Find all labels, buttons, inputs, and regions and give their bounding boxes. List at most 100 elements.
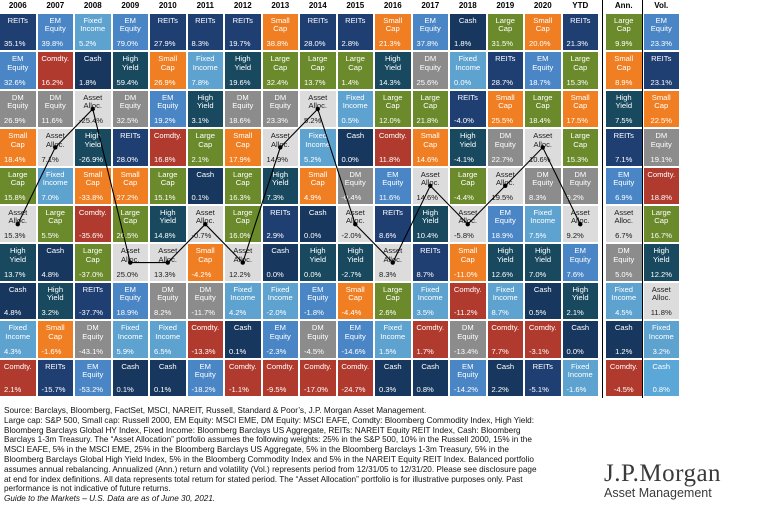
cell-label: Comdty. — [416, 323, 445, 333]
cell-value: 21.3% — [379, 39, 401, 49]
cell-value: -5.1% — [529, 384, 549, 394]
cell-2006-rank-4: Small Cap 18.4% — [0, 129, 36, 166]
cell-2008-rank-9: DM Equity -43.1% — [75, 321, 111, 358]
cell-value: 2.1% — [566, 308, 584, 318]
cell-label: EM Equity — [269, 323, 291, 341]
cell-value: 10.4% — [416, 231, 439, 241]
cell-value: 7.1% — [615, 154, 633, 164]
cell-label: Cash — [83, 54, 102, 64]
cell-label: Large Cap — [120, 208, 140, 226]
cell-vol-rank-3: Small Cap 22.5% — [643, 90, 679, 128]
cell-label: Cash — [496, 361, 515, 371]
cell-label: Asset Alloc. — [270, 131, 290, 149]
cell-label: High Yield — [121, 54, 139, 72]
cell-label: Cash — [121, 361, 140, 371]
cell-value: 7.7% — [491, 346, 509, 356]
cell-label: EM Equity — [650, 16, 672, 34]
cell-2006-rank-8: Cash 4.8% — [0, 282, 36, 320]
cell-value: 5.9% — [116, 346, 134, 356]
cell-label: Large Cap — [233, 169, 253, 187]
cell-ann-rank-6: Asset Alloc. 6.7% — [606, 206, 642, 243]
cell-value: 6.5% — [154, 346, 172, 356]
cell-label: DM Equity — [532, 169, 554, 187]
cell-value: 5.5% — [41, 231, 59, 241]
cell-2014-rank-6: Cash 0.0% — [300, 206, 336, 243]
cell-value: 21.3% — [566, 39, 589, 49]
cell-label: Comdty. — [491, 323, 520, 333]
cell-2012-rank-10: Comdty. -1.1% — [225, 359, 261, 396]
cell-2008-rank-2: Cash 1.8% — [75, 52, 111, 89]
cell-value: 14.9% — [266, 154, 289, 164]
asset-allocation-line-overlay — [15, 106, 583, 265]
cell-value: 0.0% — [266, 269, 284, 279]
asset-allocation-point-2016 — [390, 260, 395, 265]
cell-2015-rank-9: EM Equity -14.6% — [337, 321, 373, 358]
cell-value: 26.9% — [4, 116, 26, 126]
cell-value: 11.6% — [41, 116, 63, 126]
cell-value: 79.0% — [116, 39, 139, 49]
cell-2010-rank-6: High Yield 14.8% — [150, 206, 186, 243]
cell-label: Comdty. — [3, 361, 32, 371]
cell-value: 25.6% — [416, 77, 439, 87]
cell-2018-rank-9: DM Equity -13.4% — [450, 321, 486, 358]
cell-label: DM Equity — [613, 246, 635, 264]
cell-value: 32.5% — [116, 116, 139, 126]
cell-label: Large Cap — [420, 92, 440, 111]
cell-2009-rank-9: Fixed Income 5.9% — [112, 321, 148, 358]
cell-2012-rank-5: Large Cap 16.3% — [225, 167, 261, 204]
cell-2007-rank-10: REITs -15.7% — [37, 359, 73, 396]
cell-value: 18.9% — [116, 308, 139, 318]
cell-value: 31.5% — [491, 39, 514, 49]
cell-2015-rank-3: Fixed Income 0.5% — [337, 90, 373, 128]
cell-value: 15.3% — [4, 231, 26, 241]
cell-label: Asset Alloc. — [383, 246, 403, 264]
cell-2011-rank-2: Fixed Income 7.8% — [187, 52, 223, 89]
cell-value: 16.8% — [154, 154, 176, 164]
cell-label: REITs — [270, 208, 291, 217]
cell-label: Comdty. — [228, 361, 257, 371]
cell-value: 0.0% — [304, 231, 322, 241]
column-header-2017: 2017 — [421, 1, 440, 10]
cell-value: 16.2% — [41, 77, 64, 87]
cell-label: EM Equity — [532, 54, 554, 72]
cell-value: 18.8% — [650, 192, 673, 202]
cell-value: 19.7% — [229, 39, 251, 49]
cell-label: Comdty. — [266, 361, 295, 371]
cell-value: 0.8% — [652, 384, 670, 394]
cell-value: -14.6% — [341, 346, 366, 356]
cell-value: 32.4% — [266, 77, 289, 87]
source-note-6: Bloomberg Barclays Global High Yield Ind… — [4, 454, 534, 464]
cell-value: -4.4% — [341, 308, 362, 318]
cell-value: 19.6% — [229, 77, 251, 87]
cell-label: High Yield — [534, 246, 552, 264]
cell-2015-rank-8: Small Cap -4.4% — [337, 282, 373, 320]
cell-label: Small Cap — [45, 323, 65, 341]
cell-label: Fixed Income — [80, 16, 106, 34]
cell-value: 0.1% — [154, 384, 172, 394]
cell-value: 2.1% — [191, 154, 209, 164]
cell-value: 18.9% — [491, 231, 514, 241]
cell-label: Cash — [8, 284, 27, 294]
cell-label: Cash — [458, 16, 477, 25]
cell-label: Small Cap — [8, 131, 28, 149]
cell-2010-rank-5: Large Cap 15.1% — [150, 167, 186, 204]
cell-label: Asset Alloc. — [570, 208, 590, 226]
cell-label: Large Cap — [195, 131, 215, 149]
asset-allocation-point-2013 — [278, 145, 283, 150]
cell-2012-rank-6: Large Cap 16.0% — [225, 206, 261, 243]
cell-value: 7.0% — [41, 192, 59, 202]
cell-value: -2.0% — [266, 308, 287, 318]
cell-label: Fixed Income — [267, 284, 293, 303]
cell-2011-rank-8: DM Equity -11.7% — [187, 282, 223, 320]
cell-label: DM Equity — [44, 92, 66, 111]
cell-2013-rank-8: Fixed Income -2.0% — [262, 282, 298, 320]
cell-2018-rank-1: Cash 1.8% — [450, 14, 486, 51]
cell-label: Fixed Income — [192, 54, 218, 72]
column-header-ann: Ann. — [614, 1, 633, 10]
cell-value: 13.7% — [4, 269, 26, 279]
cell-value: 11.6% — [379, 192, 400, 202]
cell-label: High Yield — [234, 54, 252, 72]
cell-value: 7.5% — [529, 231, 547, 241]
asset-allocation-point-2010 — [165, 260, 170, 265]
cell-value: -43.1% — [79, 346, 104, 356]
